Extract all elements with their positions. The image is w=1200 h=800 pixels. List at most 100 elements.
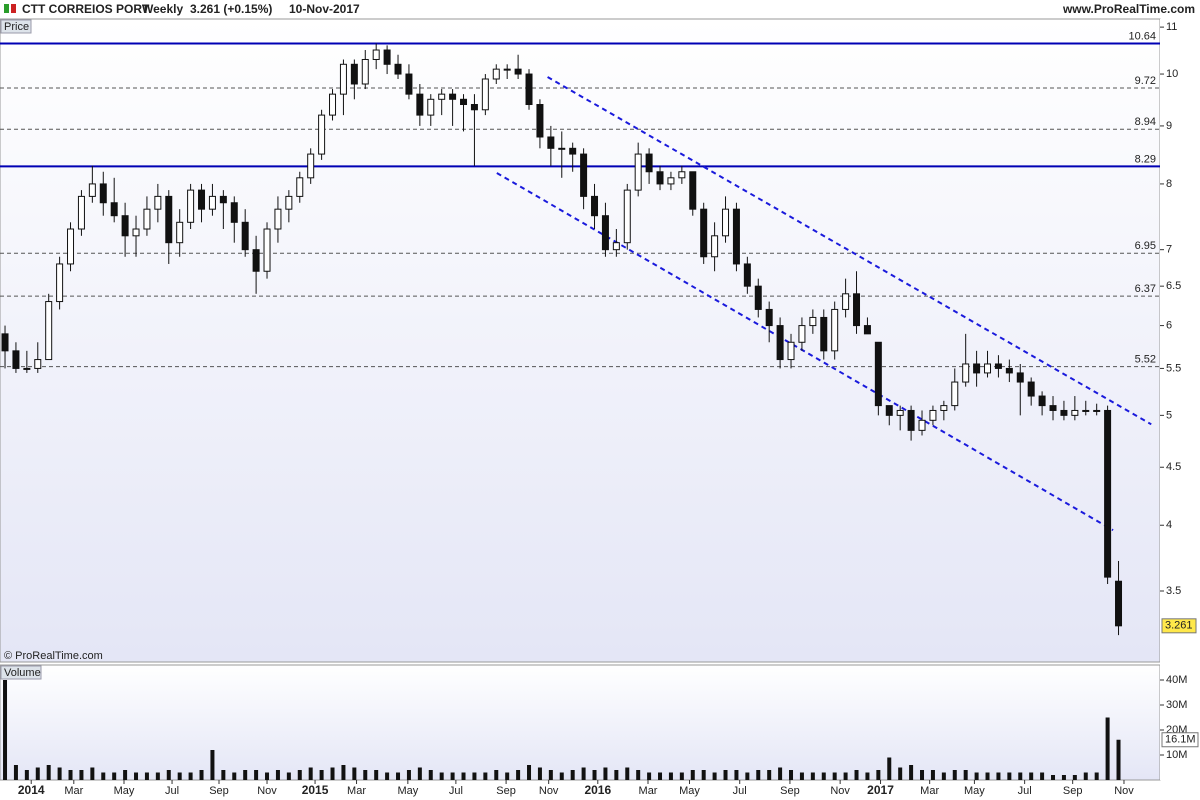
volume-bar: [79, 770, 84, 780]
candle-body: [416, 93, 424, 116]
x-tick-label: Mar: [64, 785, 83, 797]
volume-bar: [112, 772, 117, 780]
candle-body: [1016, 372, 1024, 383]
candle-body: [481, 78, 489, 111]
volume-bar: [188, 772, 193, 780]
candle-body: [1115, 580, 1123, 627]
candle-body: [143, 208, 151, 230]
candle-body: [1, 333, 9, 352]
volume-bar: [494, 770, 499, 780]
candle-body: [732, 208, 740, 265]
volume-bar: [1051, 775, 1056, 780]
candle-body: [1005, 367, 1013, 374]
volume-bar: [821, 772, 826, 780]
y-tick-label: 30M: [1166, 699, 1187, 711]
level-label: 5.52: [1135, 354, 1156, 366]
volume-bar: [123, 770, 128, 780]
candle-body: [383, 49, 391, 65]
candle-body: [809, 316, 817, 327]
volume-bar: [221, 770, 226, 780]
volume-bar: [232, 772, 237, 780]
x-tick-label: Jul: [733, 785, 747, 797]
candle-body: [700, 208, 708, 258]
volume-bar: [570, 770, 575, 780]
header-icon: [4, 4, 9, 13]
candle-body: [601, 215, 609, 251]
y-tick-label: 40M: [1166, 674, 1187, 686]
candle-body: [787, 341, 795, 361]
volume-bar: [1029, 772, 1034, 780]
candle-body: [776, 325, 784, 361]
candle-body: [994, 363, 1002, 369]
volume-bar: [1040, 772, 1045, 780]
candle-body: [973, 363, 981, 374]
header-icon: [11, 4, 16, 13]
y-tick-label: 5.5: [1166, 362, 1181, 374]
volume-bar: [199, 770, 204, 780]
candle-body: [460, 98, 468, 106]
x-tick-label: Mar: [920, 785, 939, 797]
y-tick-label: 3.5: [1166, 585, 1181, 597]
candle-body: [12, 350, 20, 369]
x-tick-label: 2016: [584, 783, 611, 797]
candle-body: [678, 171, 686, 179]
candle-body: [634, 153, 642, 191]
volume-bar: [887, 757, 892, 780]
volume-bar: [134, 772, 139, 780]
volume-bar: [668, 772, 673, 780]
candle-body: [427, 98, 435, 116]
volume-bar: [701, 770, 706, 780]
candle-body: [34, 359, 42, 369]
volume-bar: [974, 772, 979, 780]
header-bar: [0, 0, 1200, 18]
candle-body: [252, 249, 260, 272]
volume-bar: [13, 765, 18, 780]
last-volume-box: [1161, 732, 1199, 748]
candle-body: [318, 114, 326, 155]
candle-body: [263, 228, 271, 272]
candle-body: [187, 189, 195, 223]
y-tick-label: 7: [1166, 244, 1172, 256]
volume-bar: [90, 767, 95, 780]
volume-bar: [483, 772, 488, 780]
volume-bar: [537, 767, 542, 780]
volume-bar: [767, 770, 772, 780]
candle-body: [1104, 409, 1112, 578]
y-tick-label: 8: [1166, 178, 1172, 190]
header-period: Weekly: [142, 2, 183, 16]
x-tick-label: Jul: [165, 785, 179, 797]
candle-body: [656, 171, 664, 185]
volume-bar: [155, 772, 160, 780]
volume-bar: [734, 770, 739, 780]
candle-body: [754, 285, 762, 310]
volume-bar: [3, 680, 8, 780]
volume-bar: [952, 770, 957, 780]
candle-body: [853, 293, 861, 327]
candle-body: [874, 341, 882, 407]
volume-bar: [417, 767, 422, 780]
volume-bar: [679, 772, 684, 780]
candle-body: [56, 263, 64, 303]
x-tick-label: Jul: [449, 785, 463, 797]
volume-bar: [756, 770, 761, 780]
candle-body: [67, 228, 75, 265]
candle-body: [372, 49, 380, 60]
panel-label: Volume: [4, 667, 41, 679]
volume-bar: [909, 765, 914, 780]
candle-body: [307, 153, 315, 179]
volume-bar: [941, 772, 946, 780]
panel-tag: [0, 665, 42, 680]
candle-body: [165, 195, 173, 244]
volume-bar: [985, 772, 990, 780]
candle-body: [765, 308, 773, 327]
candle-body: [503, 68, 511, 71]
x-tick-label: Nov: [1114, 785, 1134, 797]
candle-body: [558, 147, 566, 150]
volume-bar: [341, 765, 346, 780]
volume-bar: [778, 767, 783, 780]
x-tick-label: May: [114, 785, 135, 797]
level-label: 6.95: [1135, 240, 1156, 252]
volume-bar: [505, 772, 510, 780]
y-tick-label: 11: [1166, 21, 1177, 33]
volume-bar: [548, 770, 553, 780]
